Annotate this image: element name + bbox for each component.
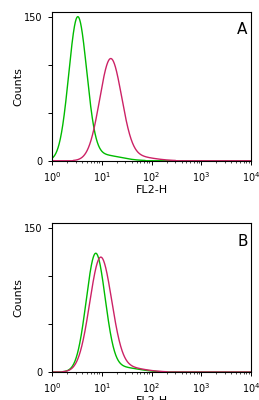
Y-axis label: Counts: Counts: [13, 67, 23, 106]
Text: A: A: [237, 22, 248, 38]
Y-axis label: Counts: Counts: [13, 278, 23, 317]
X-axis label: FL2-H: FL2-H: [135, 185, 168, 195]
Text: B: B: [237, 234, 248, 249]
X-axis label: FL2-H: FL2-H: [135, 396, 168, 400]
